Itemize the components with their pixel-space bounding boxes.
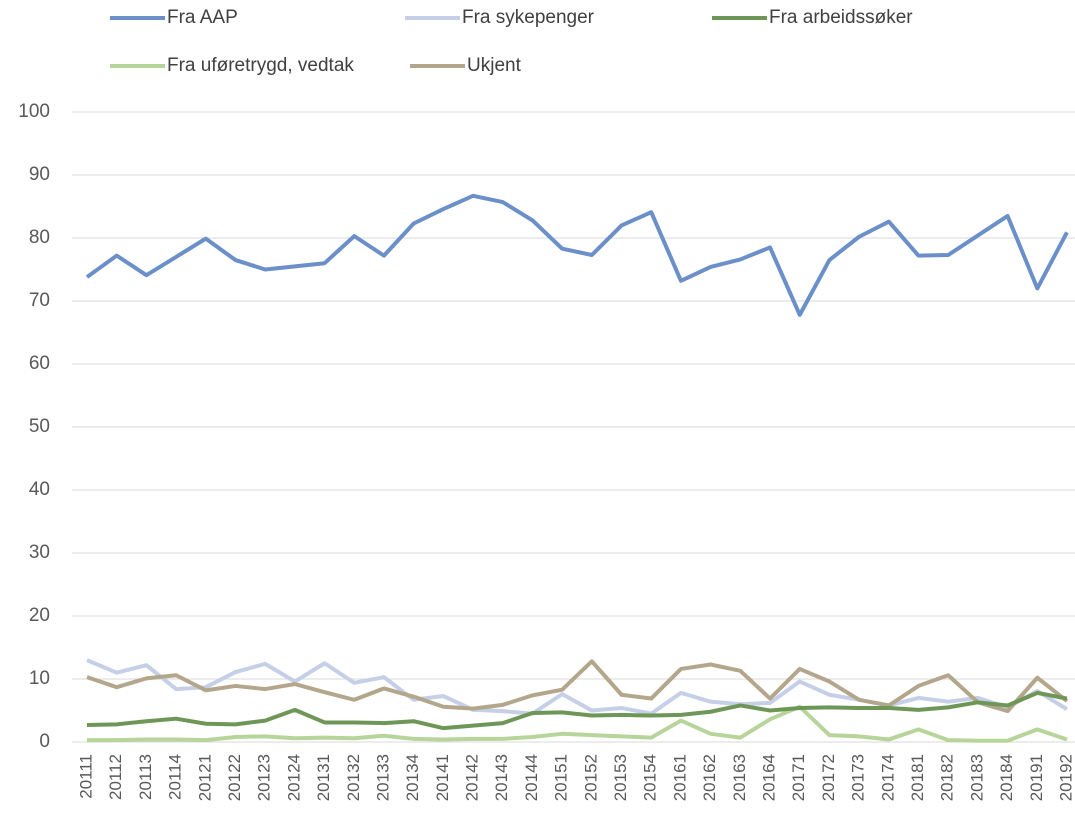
x-tick-label: 20183	[967, 754, 986, 801]
y-tick-label: 10	[29, 668, 50, 689]
legend-label: Fra AAP	[167, 7, 238, 28]
x-tick-label: 20152	[581, 754, 600, 801]
x-tick-label: 20163	[730, 754, 749, 801]
x-tick-label: 20122	[225, 754, 244, 801]
x-tick-label: 20191	[1027, 754, 1046, 801]
x-tick-label: 20121	[195, 754, 214, 801]
x-tick-label: 20173	[849, 754, 868, 801]
x-tick-label: 20114	[166, 754, 185, 800]
legend-label: Fra sykepenger	[462, 7, 595, 28]
x-tick-label: 20142	[463, 754, 482, 801]
y-tick-label: 90	[29, 164, 50, 185]
x-tick-label: 20123	[255, 754, 274, 801]
x-tick-label: 20184	[997, 754, 1016, 801]
y-tick-label: 50	[29, 416, 50, 437]
series-line	[86, 658, 1069, 716]
series-line	[86, 690, 1068, 731]
x-tick-label: 20174	[878, 754, 897, 801]
x-tick-label: 20144	[522, 754, 541, 801]
x-tick-label: 20162	[700, 754, 719, 801]
x-tick-label: 20171	[789, 754, 808, 801]
x-tick-label: 20134	[403, 754, 422, 801]
x-tick-label: 20132	[344, 754, 363, 801]
x-tick-label: 20131	[314, 754, 333, 801]
x-tick-label: 20192	[1056, 754, 1075, 801]
series-line	[86, 659, 1069, 714]
x-tick-label: 20111	[76, 754, 95, 799]
x-tick-label: 20133	[373, 754, 392, 801]
y-tick-label: 70	[29, 290, 50, 311]
x-tick-label: 20113	[136, 754, 155, 800]
y-tick-label: 100	[18, 101, 50, 122]
x-tick-label: 20154	[641, 754, 660, 801]
x-tick-label: 20182	[938, 754, 957, 801]
legend-label: Fra uføretrygd, vedtak	[167, 55, 354, 76]
x-tick-label: 20161	[670, 754, 689, 801]
x-tick-label: 20141	[433, 754, 452, 801]
y-tick-label: 40	[29, 479, 50, 500]
y-tick-label: 20	[29, 605, 50, 626]
y-tick-label: 60	[29, 353, 50, 374]
x-tick-label: 20172	[819, 754, 838, 801]
x-tick-label: 20151	[552, 754, 571, 801]
x-tick-label: 20153	[611, 754, 630, 801]
y-tick-label: 80	[29, 227, 50, 248]
x-tick-label: 20164	[760, 754, 779, 801]
y-tick-label: 30	[29, 542, 50, 563]
series-line	[85, 193, 1069, 317]
x-tick-label: 20181	[908, 754, 927, 801]
x-tick-label: 20124	[284, 754, 303, 801]
series-line	[87, 704, 1068, 743]
legend-label: Fra arbeidssøker	[769, 7, 913, 28]
legend-label: Ukjent	[467, 55, 522, 76]
x-tick-label: 20143	[492, 754, 511, 801]
y-tick-label: 0	[39, 731, 50, 752]
x-tick-label: 20112	[106, 754, 125, 800]
